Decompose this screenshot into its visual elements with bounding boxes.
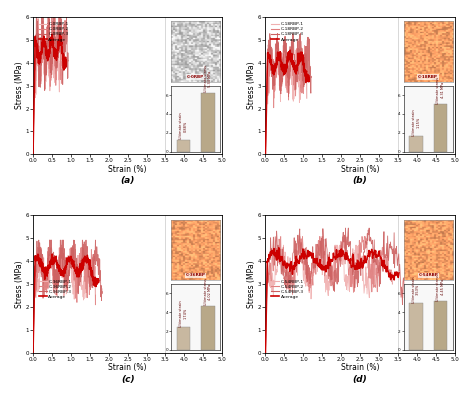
X-axis label: Strain (%): Strain (%) [109,165,147,174]
Legend: C-54RBP-1, C-54RBP-2, C-54RBP-3, Average: C-54RBP-1, C-54RBP-2, C-54RBP-3, Average [272,279,304,299]
X-axis label: Strain (%): Strain (%) [109,363,147,372]
Y-axis label: Stress (MPa): Stress (MPa) [15,62,24,109]
Legend: C-36RBP-1, C-36RBP-2, C-36RBP-3, Average: C-36RBP-1, C-36RBP-2, C-36RBP-3, Average [39,279,72,299]
Y-axis label: Stress (MPa): Stress (MPa) [247,62,256,109]
Text: (d): (d) [353,375,367,383]
X-axis label: Strain (%): Strain (%) [341,363,379,372]
Legend: C-18RBP-1, C-18RBP-2, C-18RBP-3, Average: C-18RBP-1, C-18RBP-2, C-18RBP-3, Average [272,22,304,41]
Legend: C-0RBP-1, C-0RBP-2, C-0RBP-3, Average: C-0RBP-1, C-0RBP-2, C-0RBP-3, Average [39,22,69,41]
Text: (b): (b) [353,176,367,185]
Y-axis label: Stress (MPa): Stress (MPa) [15,260,24,308]
Y-axis label: Stress (MPa): Stress (MPa) [247,260,256,308]
Text: (c): (c) [121,375,135,383]
X-axis label: Strain (%): Strain (%) [341,165,379,174]
Text: (a): (a) [120,176,135,185]
